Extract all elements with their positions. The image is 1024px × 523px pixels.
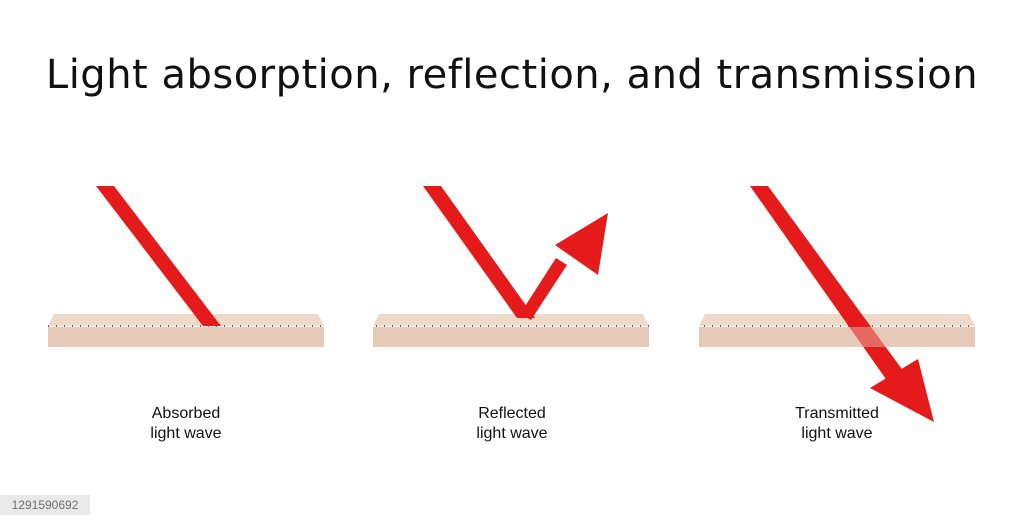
surface-overlay (699, 327, 975, 347)
diagram-title: Light absorption, reflection, and transm… (45, 52, 979, 98)
reflected-surface (373, 314, 649, 347)
absorbed-ray (96, 186, 221, 326)
transmitted-arrowhead (870, 359, 934, 422)
absorbed-surface (48, 314, 324, 347)
transmitted-ray (750, 186, 904, 382)
absorbed-caption: Absorbed light wave (150, 405, 222, 442)
transmitted-caption: Transmitted light wave (795, 405, 879, 442)
watermark-bar (0, 493, 1024, 523)
watermark-image-id: 1291590692 (0, 495, 90, 515)
reflected-ray (520, 258, 567, 320)
transmitted-surface (699, 314, 975, 347)
incident-ray (423, 186, 535, 318)
reflected-panel (373, 186, 649, 347)
reflected-caption: Reflected light wave (476, 405, 548, 442)
reflected-arrowhead (555, 213, 608, 275)
absorbed-panel (48, 186, 324, 347)
transmitted-panel (699, 186, 975, 422)
